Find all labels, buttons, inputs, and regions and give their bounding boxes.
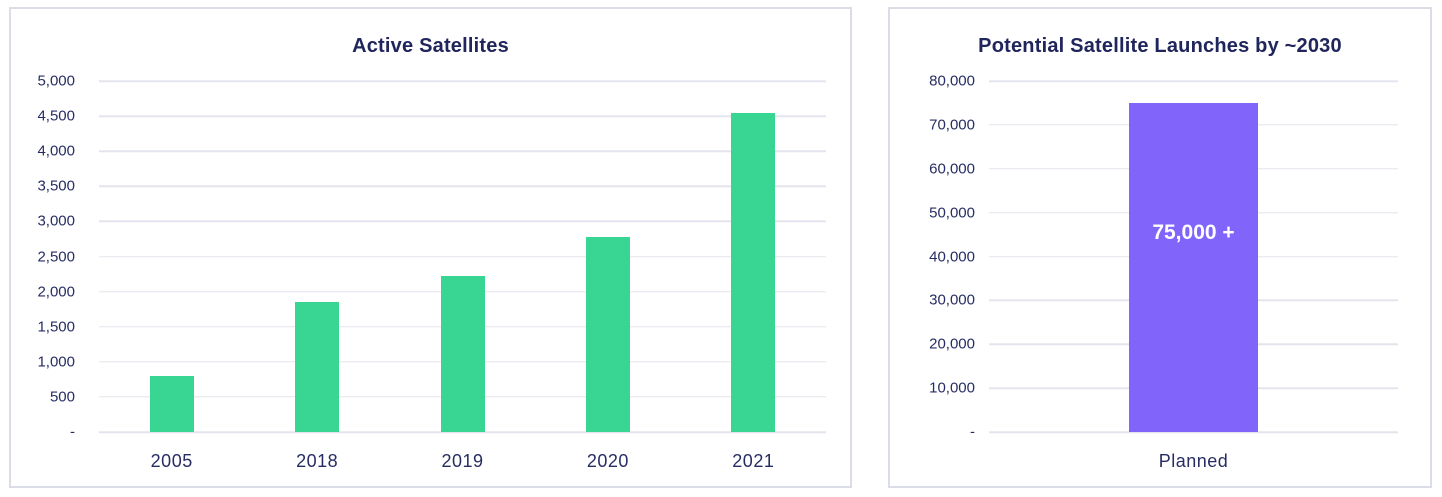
x-axis-tick-label: 2005: [150, 451, 193, 471]
y-axis-tick-label: 1,500: [37, 318, 75, 336]
bar-slot: [681, 81, 826, 432]
y-axis-tick-label: 2,500: [37, 248, 75, 265]
gridline: [99, 150, 826, 152]
bar-2020: [585, 236, 630, 432]
bar-slot: 75,000 +: [989, 81, 1398, 432]
y-axis-tick-label: 5,000: [37, 72, 75, 90]
active-satellites-chart-card: Active Satellites - 500 1,000 1,500 2,000 2,5…: [9, 7, 852, 488]
planned-launches-chart-title: Potential Satellite Launches by ~2030: [978, 35, 1342, 57]
gridline: [99, 185, 826, 188]
bar-2021: [731, 112, 776, 432]
bar-slot: [390, 81, 535, 432]
y-axis-tick-label: 2,000: [37, 283, 75, 301]
y-axis-tick-label: 3,000: [37, 212, 75, 230]
y-axis-tick-label: 500: [49, 388, 75, 406]
y-axis-tick-label: 3,500: [37, 177, 75, 195]
y-axis-tick-label: 1,000: [37, 353, 75, 371]
active-satellites-chart-title: Active Satellites: [352, 35, 509, 57]
bar-slot: [99, 81, 244, 432]
y-axis-tick-label: 80,000: [929, 72, 975, 90]
y-axis-tick-label: 20,000: [929, 335, 975, 353]
bar-slot: [535, 81, 680, 432]
x-axis-tick-label: 2020: [586, 451, 629, 471]
x-axis: 2005 2018 2019 2020 2021: [99, 449, 826, 473]
bars-layer: 75,000 +: [989, 81, 1398, 432]
y-axis-tick-label: 60,000: [929, 160, 975, 178]
y-axis-tick-label: -: [70, 423, 75, 441]
y-axis-tick-label: 70,000: [929, 116, 975, 134]
y-axis-tick-label: 10,000: [929, 379, 975, 397]
x-axis: Planned: [989, 449, 1398, 473]
gridline: [99, 255, 826, 258]
x-axis-tick-label: 2018: [296, 451, 339, 471]
planned-launches-chart-card: Potential Satellite Launches by ~2030 - 1…: [888, 7, 1432, 488]
gridline: [99, 220, 826, 223]
y-axis-tick-label: 30,000: [929, 291, 975, 309]
y-axis-tick-label: 4,500: [37, 107, 75, 125]
bars-layer: [99, 81, 826, 432]
bar-slot: [244, 81, 389, 432]
gridline: [99, 115, 826, 117]
bar-value-label: 75,000 +: [1152, 220, 1235, 244]
bar-2019: [440, 276, 485, 432]
bar-2018: [295, 302, 340, 432]
gridline: [989, 80, 1398, 82]
bar-planned: 75,000 +: [1129, 102, 1258, 432]
x-axis-tick-label: 2019: [441, 451, 484, 471]
y-axis-tick-label: 40,000: [929, 248, 975, 265]
plot-area: 75,000 +: [989, 80, 1398, 433]
x-axis-tick-label: Planned: [1158, 451, 1229, 471]
gridline: [99, 80, 826, 82]
x-axis-tick-label: 2021: [732, 451, 775, 471]
plot-area: [99, 80, 826, 433]
bar-2005: [149, 375, 194, 432]
y-axis-tick-label: -: [970, 423, 975, 441]
y-axis-tick-label: 50,000: [929, 204, 975, 222]
y-axis: - 500 1,000 1,500 2,000 2,500 3,000 3,500 4,000 4…: [11, 73, 75, 441]
gridline: [99, 431, 826, 433]
y-axis: - 10,000 20,000 30,000 40,000 50,000 60,000 70,…: [890, 73, 975, 441]
gridline: [989, 431, 1398, 433]
y-axis-tick-label: 4,000: [37, 142, 75, 160]
